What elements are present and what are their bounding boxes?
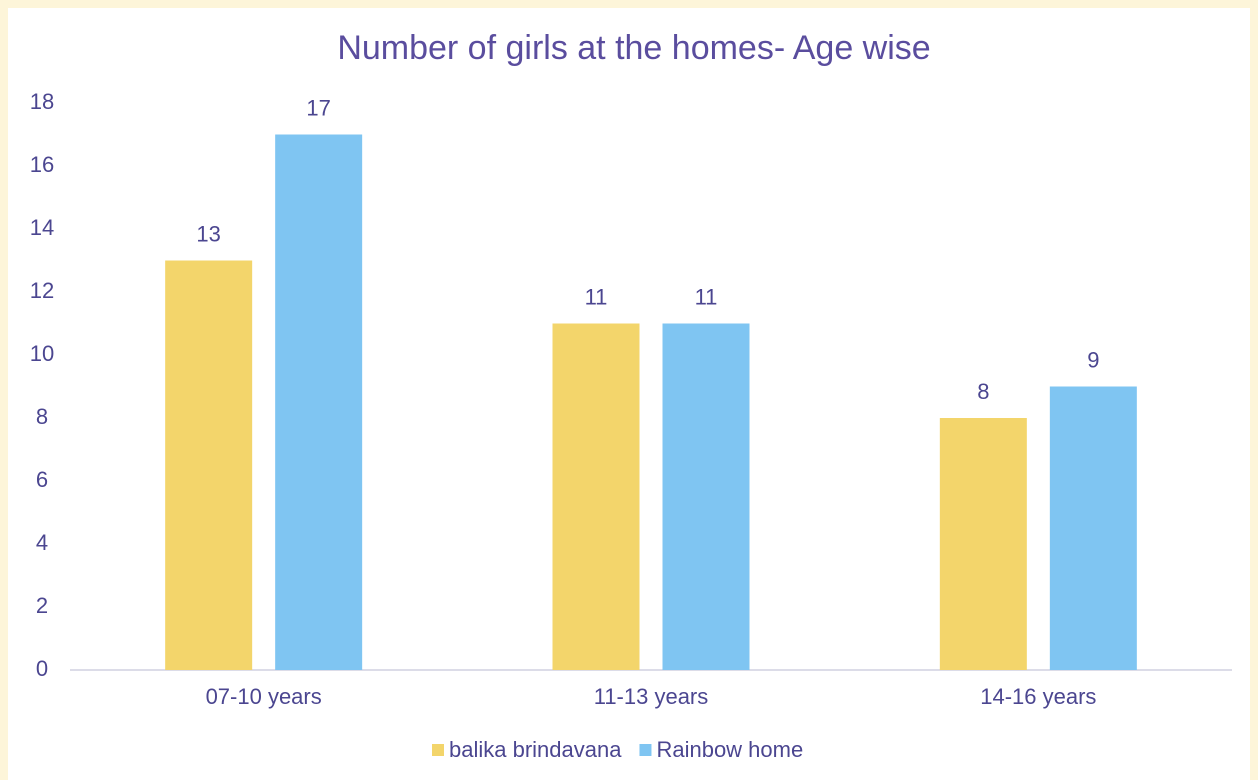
y-tick-label: 18 <box>30 89 54 114</box>
bar <box>165 260 253 670</box>
y-tick-label: 2 <box>36 593 48 618</box>
data-label: 8 <box>977 379 989 404</box>
bar <box>275 134 363 670</box>
y-tick-label: 6 <box>36 467 48 492</box>
y-tick-label: 4 <box>36 530 48 555</box>
data-label: 9 <box>1087 347 1099 372</box>
bar <box>939 418 1027 670</box>
x-tick-label: 14-16 years <box>980 684 1096 709</box>
y-tick-label: 0 <box>36 656 48 681</box>
x-tick-label: 07-10 years <box>206 684 322 709</box>
y-tick-label: 16 <box>30 152 54 177</box>
data-label: 11 <box>585 284 608 309</box>
y-tick-label: 10 <box>30 341 54 366</box>
legend-label: balika brindavana <box>449 737 622 762</box>
chart-title: Number of girls at the homes- Age wise <box>337 29 930 67</box>
bar <box>552 323 640 670</box>
legend-swatch <box>639 744 652 756</box>
data-label: 17 <box>306 95 330 120</box>
data-label: 13 <box>196 221 220 246</box>
bar <box>1049 386 1137 670</box>
legend-label: Rainbow home <box>656 737 803 762</box>
y-tick-label: 12 <box>30 278 54 303</box>
bar <box>662 323 750 670</box>
data-label: 11 <box>695 284 718 309</box>
x-tick-label: 11-13 years <box>594 684 709 709</box>
y-tick-label: 8 <box>36 404 48 429</box>
legend-swatch <box>432 744 444 756</box>
y-tick-label: 14 <box>30 215 54 240</box>
